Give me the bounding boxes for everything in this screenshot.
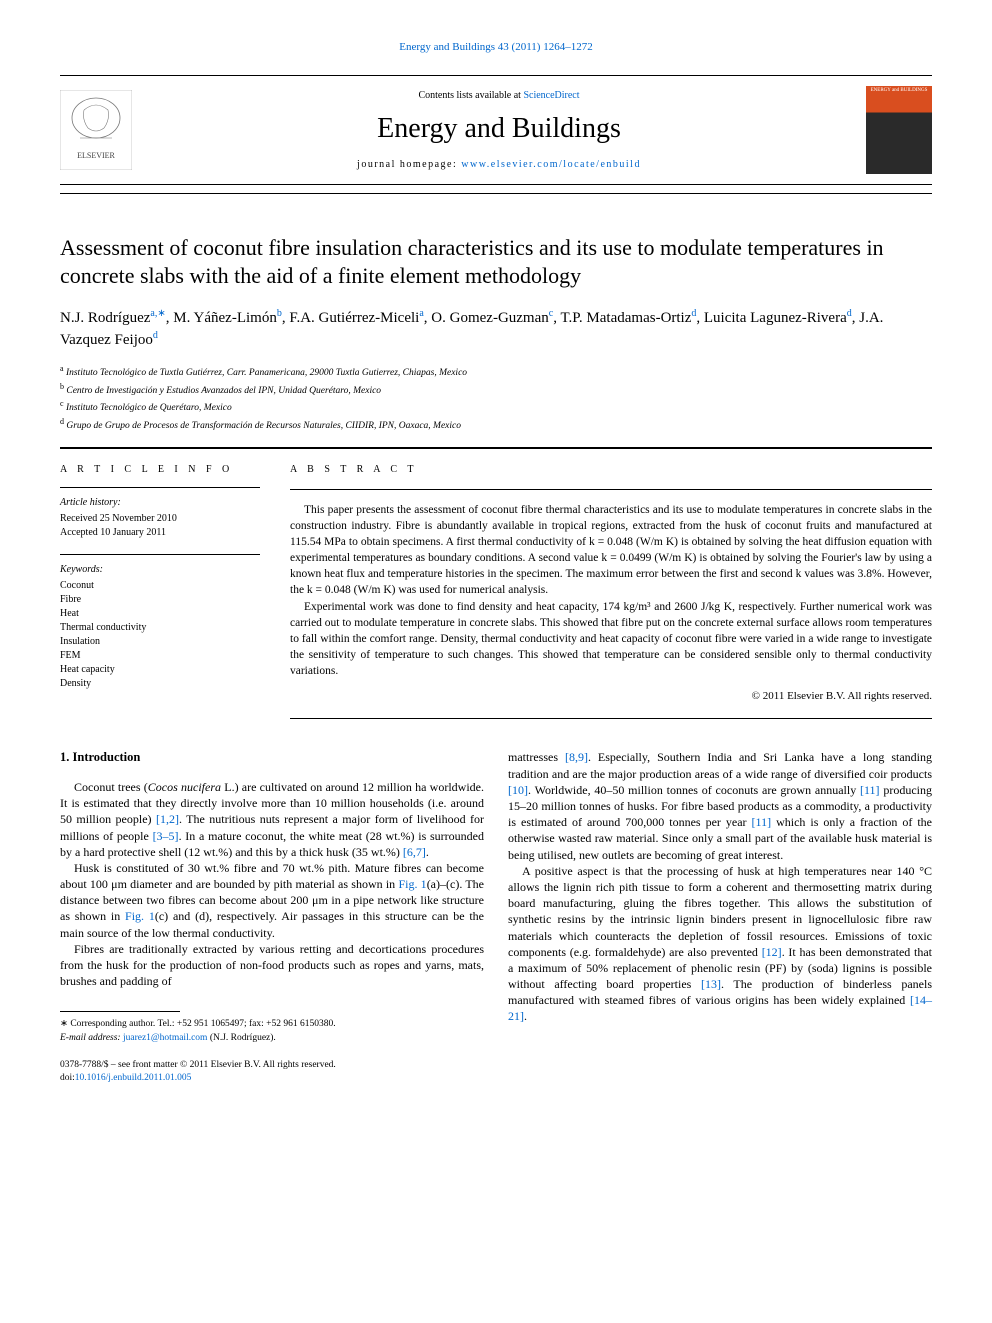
journal-cover-thumb: ENERGY and BUILDINGS <box>866 86 932 174</box>
email-line: E-mail address: juarez1@hotmail.com (N.J… <box>60 1032 484 1045</box>
intro-p5: A positive aspect is that the processing… <box>508 863 932 1025</box>
masthead-center: Contents lists available at ScienceDirec… <box>147 89 851 172</box>
section-1-head: 1. Introduction <box>60 749 484 767</box>
fig-1-link-a[interactable]: Fig. 1 <box>398 877 426 891</box>
email-link[interactable]: juarez1@hotmail.com <box>123 1033 207 1043</box>
ref-11-b[interactable]: [11] <box>752 815 772 829</box>
column-right: mattresses [8,9]. Especially, Southern I… <box>508 749 932 1085</box>
info-rule-1 <box>60 487 260 488</box>
history-accepted: Accepted 10 January 2011 <box>60 526 260 540</box>
issn-line: 0378-7788/$ – see front matter © 2011 El… <box>60 1059 484 1072</box>
ref-11-a[interactable]: [11] <box>860 783 880 797</box>
ref-10[interactable]: [10] <box>508 783 528 797</box>
bottom-line: 0378-7788/$ – see front matter © 2011 El… <box>60 1059 484 1086</box>
masthead: ELSEVIER Contents lists available at Sci… <box>60 75 932 185</box>
info-rule-2 <box>60 554 260 555</box>
ref-8-9[interactable]: [8,9] <box>565 750 588 764</box>
header-citation-link[interactable]: Energy and Buildings 43 (2011) 1264–1272 <box>399 41 592 53</box>
ref-3-5[interactable]: [3–5] <box>153 829 179 843</box>
authors: N.J. Rodrígueza,∗, M. Yáñez-Limónb, F.A.… <box>60 307 932 351</box>
intro-p3: Fibres are traditionally extracted by va… <box>60 941 484 990</box>
doi-line: doi:10.1016/j.enbuild.2011.01.005 <box>60 1072 484 1085</box>
affiliation: d Grupo de Grupo de Procesos de Transfor… <box>60 416 932 433</box>
keywords-label: Keywords: <box>60 563 260 577</box>
elsevier-logo: ELSEVIER <box>60 90 132 170</box>
doi-link[interactable]: 10.1016/j.enbuild.2011.01.005 <box>75 1073 192 1083</box>
ref-1-2[interactable]: [1,2] <box>156 812 179 826</box>
abstract-rule-bot <box>290 718 932 719</box>
column-left: 1. Introduction Coconut trees (Cocos nuc… <box>60 749 484 1085</box>
fig-1-link-b[interactable]: Fig. 1 <box>125 909 155 923</box>
affiliation: c Instituto Tecnológico de Querétaro, Me… <box>60 398 932 415</box>
body-columns: 1. Introduction Coconut trees (Cocos nuc… <box>60 749 932 1085</box>
masthead-rule <box>60 193 932 194</box>
abstract-rule-top <box>290 489 932 490</box>
abstract-p2: Experimental work was done to find densi… <box>290 599 932 679</box>
intro-p2: Husk is constituted of 30 wt.% fibre and… <box>60 860 484 941</box>
ref-13[interactable]: [13] <box>701 977 721 991</box>
keywords-list: CoconutFibreHeatThermal conductivityInsu… <box>60 579 260 691</box>
affiliation: b Centro de Investigación y Estudios Ava… <box>60 381 932 398</box>
keyword: Heat <box>60 607 260 621</box>
ref-12[interactable]: [12] <box>762 945 782 959</box>
keyword: Insulation <box>60 635 260 649</box>
intro-p1: Coconut trees (Cocos nucifera L.) are cu… <box>60 779 484 860</box>
abstract: a b s t r a c t This paper presents the … <box>290 463 932 719</box>
corresponding-author: ∗ Corresponding author. Tel.: +52 951 10… <box>60 1018 484 1031</box>
header-citation: Energy and Buildings 43 (2011) 1264–1272 <box>60 40 932 55</box>
article-info: a r t i c l e i n f o Article history: R… <box>60 463 260 719</box>
keyword: Heat capacity <box>60 663 260 677</box>
journal-homepage-link[interactable]: www.elsevier.com/locate/enbuild <box>461 159 641 170</box>
affiliation: a Instituto Tecnológico de Tuxtla Gutiér… <box>60 363 932 380</box>
journal-homepage: journal homepage: www.elsevier.com/locat… <box>147 158 851 172</box>
info-heading: a r t i c l e i n f o <box>60 463 260 477</box>
keyword: Fibre <box>60 593 260 607</box>
keyword: Thermal conductivity <box>60 621 260 635</box>
history-received: Received 25 November 2010 <box>60 512 260 526</box>
keyword: Density <box>60 677 260 691</box>
article-title: Assessment of coconut fibre insulation c… <box>60 234 932 289</box>
footnotes: ∗ Corresponding author. Tel.: +52 951 10… <box>60 1018 484 1045</box>
abstract-copyright: © 2011 Elsevier B.V. All rights reserved… <box>290 689 932 704</box>
keyword: Coconut <box>60 579 260 593</box>
sciencedirect-link[interactable]: ScienceDirect <box>523 90 579 101</box>
affiliations: a Instituto Tecnológico de Tuxtla Gutiér… <box>60 363 932 433</box>
ref-6-7[interactable]: [6,7] <box>403 845 426 859</box>
contents-line: Contents lists available at ScienceDirec… <box>147 89 851 103</box>
abstract-p1: This paper presents the assessment of co… <box>290 502 932 599</box>
keyword: FEM <box>60 649 260 663</box>
footnote-rule <box>60 1011 180 1012</box>
abstract-heading: a b s t r a c t <box>290 463 932 477</box>
journal-name: Energy and Buildings <box>147 109 851 148</box>
intro-p4: mattresses [8,9]. Especially, Southern I… <box>508 749 932 862</box>
svg-text:ELSEVIER: ELSEVIER <box>77 151 115 160</box>
history-label: Article history: <box>60 496 260 510</box>
